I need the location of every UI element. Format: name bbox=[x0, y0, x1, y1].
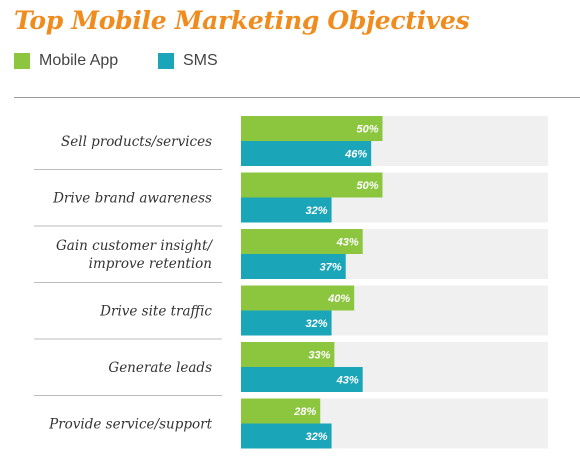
data-label: 50% bbox=[356, 124, 378, 136]
legend-swatch-mobile-app bbox=[14, 53, 30, 69]
data-label: 28% bbox=[293, 406, 316, 418]
bar-sms bbox=[241, 254, 346, 279]
data-label: 33% bbox=[308, 350, 330, 362]
bar-mobile-app bbox=[241, 116, 383, 141]
legend-swatch-sms bbox=[158, 53, 174, 69]
data-label: 40% bbox=[327, 293, 350, 305]
category-label: Drive site traffic bbox=[99, 304, 212, 320]
data-label: 43% bbox=[336, 237, 359, 249]
bar-mobile-app bbox=[241, 285, 355, 311]
header-divider bbox=[14, 97, 580, 98]
data-label: 37% bbox=[320, 262, 342, 274]
category-label: Generate leads bbox=[108, 360, 212, 376]
bar-mobile-app bbox=[241, 229, 363, 254]
bar-sms bbox=[241, 367, 363, 392]
legend-item-mobile-app: Mobile App bbox=[14, 52, 118, 70]
bar-sms bbox=[241, 310, 332, 336]
bar-mobile-app bbox=[241, 172, 383, 198]
chart-title: Top Mobile Marketing Objectives bbox=[14, 6, 470, 35]
data-label: 32% bbox=[306, 318, 328, 330]
data-label: 43% bbox=[336, 375, 359, 387]
legend-label-sms: SMS bbox=[183, 52, 218, 69]
bar-mobile-app bbox=[241, 398, 321, 424]
bar-mobile-app bbox=[241, 342, 335, 367]
category-label: Drive brand awareness bbox=[52, 191, 212, 207]
category-label: improve retention bbox=[89, 256, 212, 272]
data-label: 32% bbox=[306, 431, 328, 443]
data-label: 50% bbox=[356, 180, 378, 192]
data-label: 32% bbox=[306, 205, 328, 217]
category-label: Sell products/services bbox=[61, 134, 212, 150]
legend-item-sms: SMS bbox=[158, 52, 218, 70]
bar-sms bbox=[241, 423, 332, 449]
category-label: Gain customer insight/ bbox=[56, 238, 213, 254]
bar-sms bbox=[241, 197, 332, 223]
category-label: Provide service/support bbox=[48, 417, 212, 433]
legend-label-mobile-app: Mobile App bbox=[39, 52, 119, 69]
bar-sms bbox=[241, 141, 372, 166]
data-label: 46% bbox=[344, 149, 367, 161]
